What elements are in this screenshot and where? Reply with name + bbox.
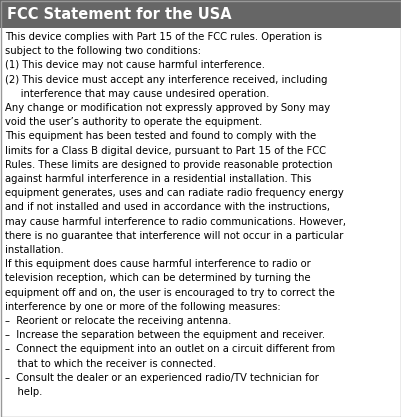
Text: If this equipment does cause harmful interference to radio or: If this equipment does cause harmful int… [5,259,311,269]
Text: interference by one or more of the following measures:: interference by one or more of the follo… [5,302,281,312]
Text: (1) This device may not cause harmful interference.: (1) This device may not cause harmful in… [5,60,265,70]
Bar [0,0,401,28]
Text: subject to the following two conditions:: subject to the following two conditions: [5,46,201,56]
Text: –  Consult the dealer or an experienced radio/TV technician for: – Consult the dealer or an experienced r… [5,373,319,383]
Text: FCC Statement for the USA: FCC Statement for the USA [7,7,232,22]
Text: This equipment has been tested and found to comply with the: This equipment has been tested and found… [5,131,316,141]
Text: there is no guarantee that interference will not occur in a particular: there is no guarantee that interference … [5,231,343,241]
Text: installation.: installation. [5,245,64,255]
Text: This device complies with Part 15 of the FCC rules. Operation is: This device complies with Part 15 of the… [5,32,322,42]
Text: void the user’s authority to operate the equipment.: void the user’s authority to operate the… [5,117,262,127]
Text: –  Increase the separation between the equipment and receiver.: – Increase the separation between the eq… [5,330,325,340]
Text: equipment generates, uses and can radiate radio frequency energy: equipment generates, uses and can radiat… [5,188,344,198]
Text: (2) This device must accept any interference received, including: (2) This device must accept any interfer… [5,75,328,85]
Text: Any change or modification not expressly approved by Sony may: Any change or modification not expressly… [5,103,330,113]
Text: may cause harmful interference to radio communications. However,: may cause harmful interference to radio … [5,216,346,226]
Text: limits for a Class B digital device, pursuant to Part 15 of the FCC: limits for a Class B digital device, pur… [5,146,326,156]
Text: –  Connect the equipment into an outlet on a circuit different from: – Connect the equipment into an outlet o… [5,344,335,354]
Text: and if not installed and used in accordance with the instructions,: and if not installed and used in accorda… [5,202,330,212]
Text: Rules. These limits are designed to provide reasonable protection: Rules. These limits are designed to prov… [5,160,332,170]
Text: equipment off and on, the user is encouraged to try to correct the: equipment off and on, the user is encour… [5,288,335,298]
Text: against harmful interference in a residential installation. This: against harmful interference in a reside… [5,174,311,184]
Text: interference that may cause undesired operation.: interference that may cause undesired op… [5,89,269,99]
Text: that to which the receiver is connected.: that to which the receiver is connected. [5,359,216,369]
Text: –  Reorient or relocate the receiving antenna.: – Reorient or relocate the receiving ant… [5,316,231,326]
Text: help.: help. [5,387,43,397]
Text: television reception, which can be determined by turning the: television reception, which can be deter… [5,274,311,284]
